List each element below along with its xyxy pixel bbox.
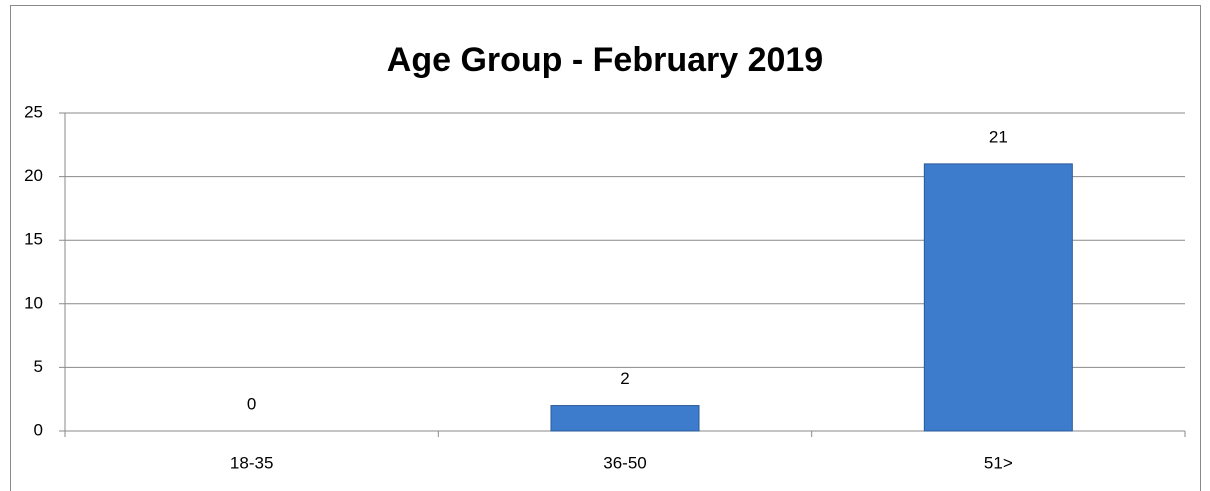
y-tick-label: 25 bbox=[24, 102, 43, 121]
data-label: 21 bbox=[989, 127, 1008, 146]
y-tick-label: 20 bbox=[24, 166, 43, 185]
y-tick-label: 10 bbox=[24, 293, 43, 312]
y-tick-label: 15 bbox=[24, 230, 43, 249]
x-tick-label: 18-35 bbox=[230, 453, 273, 472]
y-tick-label: 5 bbox=[34, 357, 43, 376]
y-tick-label: 0 bbox=[34, 420, 43, 439]
data-label: 2 bbox=[620, 369, 629, 388]
chart-title: Age Group - February 2019 bbox=[387, 41, 823, 79]
bar bbox=[550, 405, 700, 432]
bar bbox=[923, 163, 1073, 432]
data-label: 0 bbox=[247, 394, 256, 413]
x-tick-label: 36-50 bbox=[603, 453, 646, 472]
x-tick-label: 51> bbox=[984, 453, 1013, 472]
